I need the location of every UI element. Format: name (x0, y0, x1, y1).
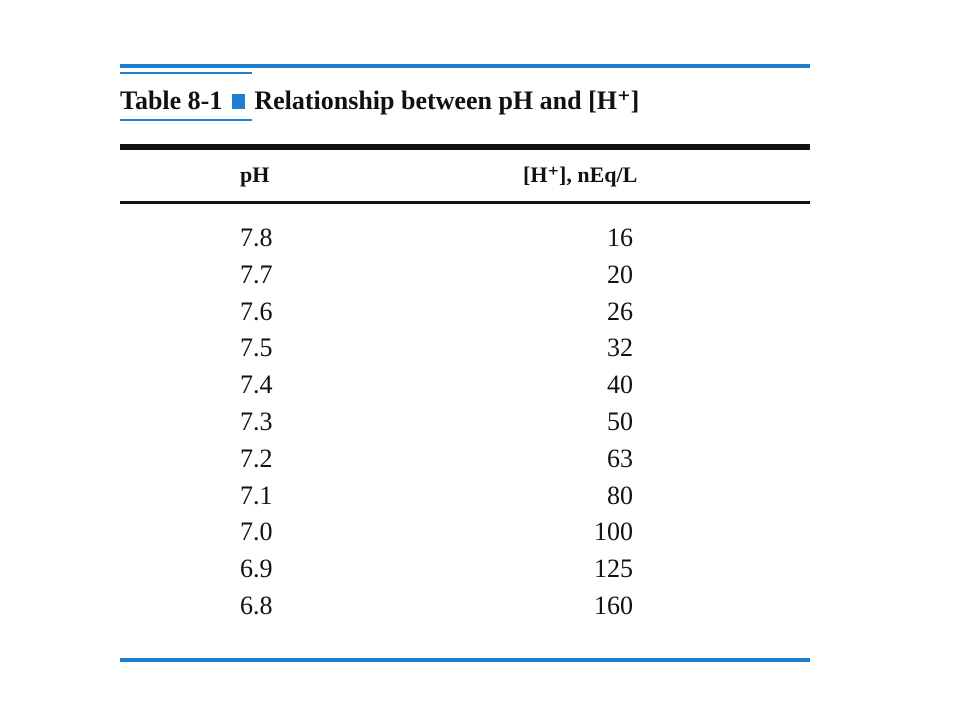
table-row: 6.8 160 (0, 588, 960, 625)
table-row: 7.0 100 (0, 514, 960, 551)
ph-cell: 7.8 (240, 223, 273, 252)
ph-cell: 7.5 (240, 333, 273, 363)
ph-cell: 7.3 (240, 406, 273, 436)
table-caption: Relationship between pH and [H⁺] (254, 86, 640, 115)
h-concentration-cell: 26 (607, 296, 633, 326)
label-top-rule (120, 72, 252, 74)
ph-cell: 7.4 (240, 370, 273, 400)
ph-cell: 7.7 (240, 259, 273, 289)
h-concentration-cell: 160 (594, 590, 633, 620)
label-underline (120, 119, 252, 121)
table-top-rule (120, 144, 810, 150)
bottom-blue-rule (120, 658, 810, 662)
h-concentration-cell: 63 (607, 443, 633, 473)
column-header-h-concentration: [H⁺], nEq/L (523, 162, 638, 187)
table-row: 7.7 20 (0, 257, 960, 294)
table-row: 7.5 32 (0, 330, 960, 367)
table-row: 7.2 63 (0, 441, 960, 478)
h-concentration-cell: 16 (607, 223, 633, 252)
h-concentration-cell: 50 (607, 406, 633, 436)
table-row: 7.1 80 (0, 478, 960, 515)
ph-cell: 7.2 (240, 443, 273, 473)
table-row: 7.6 26 (0, 294, 960, 331)
h-concentration-cell: 100 (594, 517, 633, 547)
ph-cell: 7.0 (240, 517, 273, 547)
table-row: 7.4 40 (0, 367, 960, 404)
table-body: 7.8 16 7.7 20 7.6 26 7.5 32 7.4 40 7.3 5… (0, 220, 960, 625)
table-row: 6.9 125 (0, 551, 960, 588)
ph-cell: 6.9 (240, 554, 273, 584)
table-label: Table 8-1 (120, 86, 223, 115)
ph-cell: 7.6 (240, 296, 273, 326)
h-concentration-cell: 125 (594, 554, 633, 584)
column-header-ph: pH (240, 162, 270, 187)
table-row: 7.3 50 (0, 404, 960, 441)
ph-cell: 7.1 (240, 480, 273, 510)
table-title: Table 8-1 Relationship between pH and [H… (120, 84, 639, 118)
h-concentration-cell: 40 (607, 370, 633, 400)
table-row: 7.8 16 (0, 220, 960, 257)
header-rule (120, 201, 810, 204)
top-blue-rule (120, 64, 810, 68)
h-concentration-cell: 20 (607, 259, 633, 289)
ph-cell: 6.8 (240, 590, 273, 620)
h-concentration-cell: 32 (607, 333, 633, 363)
blue-square-icon (232, 93, 246, 109)
h-concentration-cell: 80 (607, 480, 633, 510)
